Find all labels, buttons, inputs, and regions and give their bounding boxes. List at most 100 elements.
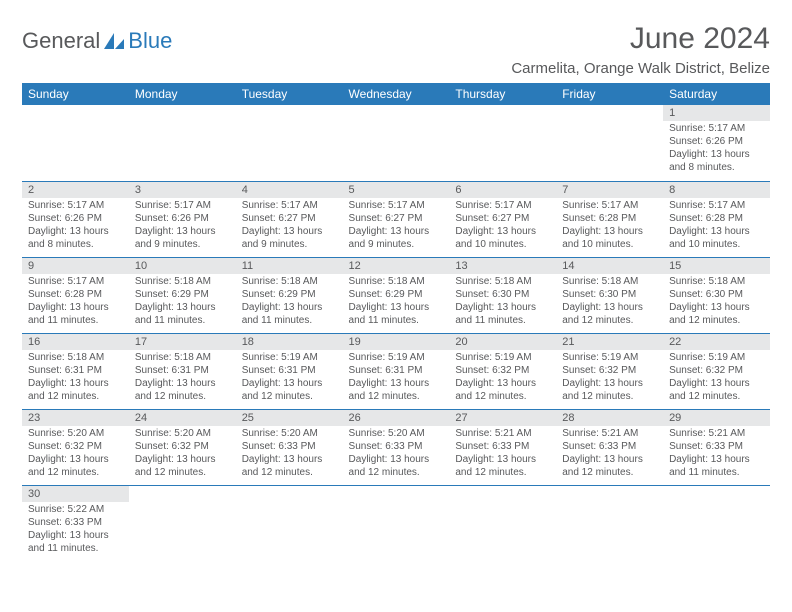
day-number: 14 xyxy=(556,258,663,274)
sunrise-line: Sunrise: 5:18 AM xyxy=(562,275,657,288)
calendar-week-row: 1Sunrise: 5:17 AMSunset: 6:26 PMDaylight… xyxy=(22,105,770,181)
sunrise-line: Sunrise: 5:20 AM xyxy=(242,427,337,440)
calendar-day-cell: 30Sunrise: 5:22 AMSunset: 6:33 PMDayligh… xyxy=(22,485,129,561)
daylight-line: Daylight: 13 hours and 12 minutes. xyxy=(135,453,230,479)
brand-name-1: General xyxy=(22,28,100,54)
sunset-line: Sunset: 6:28 PM xyxy=(28,288,123,301)
day-number: 29 xyxy=(663,410,770,426)
calendar-empty-cell xyxy=(449,105,556,181)
day-number: 1 xyxy=(663,105,770,121)
day-details: Sunrise: 5:20 AMSunset: 6:33 PMDaylight:… xyxy=(343,426,450,481)
sunrise-line: Sunrise: 5:21 AM xyxy=(562,427,657,440)
day-number: 28 xyxy=(556,410,663,426)
calendar-empty-cell xyxy=(129,105,236,181)
daylight-line: Daylight: 13 hours and 9 minutes. xyxy=(349,225,444,251)
sunrise-line: Sunrise: 5:20 AM xyxy=(135,427,230,440)
daylight-line: Daylight: 13 hours and 11 minutes. xyxy=(349,301,444,327)
day-details: Sunrise: 5:18 AMSunset: 6:30 PMDaylight:… xyxy=(663,274,770,329)
sunrise-line: Sunrise: 5:17 AM xyxy=(135,199,230,212)
sunset-line: Sunset: 6:30 PM xyxy=(562,288,657,301)
day-number: 8 xyxy=(663,182,770,198)
daylight-line: Daylight: 13 hours and 12 minutes. xyxy=(242,453,337,479)
sunrise-line: Sunrise: 5:19 AM xyxy=(669,351,764,364)
sunset-line: Sunset: 6:30 PM xyxy=(669,288,764,301)
daylight-line: Daylight: 13 hours and 12 minutes. xyxy=(28,377,123,403)
title-block: June 2024 Carmelita, Orange Walk Distric… xyxy=(511,22,770,77)
daylight-line: Daylight: 13 hours and 12 minutes. xyxy=(455,377,550,403)
sunset-line: Sunset: 6:27 PM xyxy=(455,212,550,225)
calendar-empty-cell xyxy=(22,105,129,181)
day-details: Sunrise: 5:20 AMSunset: 6:32 PMDaylight:… xyxy=(22,426,129,481)
calendar-week-row: 16Sunrise: 5:18 AMSunset: 6:31 PMDayligh… xyxy=(22,333,770,409)
day-details: Sunrise: 5:17 AMSunset: 6:27 PMDaylight:… xyxy=(236,198,343,253)
day-number: 3 xyxy=(129,182,236,198)
sail-icon xyxy=(102,31,126,51)
weekday-header: Wednesday xyxy=(343,83,450,105)
day-number: 10 xyxy=(129,258,236,274)
sunset-line: Sunset: 6:29 PM xyxy=(349,288,444,301)
sunset-line: Sunset: 6:28 PM xyxy=(562,212,657,225)
sunrise-line: Sunrise: 5:19 AM xyxy=(349,351,444,364)
location-line: Carmelita, Orange Walk District, Belize xyxy=(511,60,770,77)
daylight-line: Daylight: 13 hours and 12 minutes. xyxy=(28,453,123,479)
day-details: Sunrise: 5:17 AMSunset: 6:28 PMDaylight:… xyxy=(22,274,129,329)
daylight-line: Daylight: 13 hours and 10 minutes. xyxy=(562,225,657,251)
day-details: Sunrise: 5:17 AMSunset: 6:26 PMDaylight:… xyxy=(22,198,129,253)
sunset-line: Sunset: 6:33 PM xyxy=(562,440,657,453)
daylight-line: Daylight: 13 hours and 12 minutes. xyxy=(242,377,337,403)
day-number: 21 xyxy=(556,334,663,350)
month-title: June 2024 xyxy=(511,22,770,56)
brand-name-2: Blue xyxy=(128,28,172,54)
calendar-day-cell: 24Sunrise: 5:20 AMSunset: 6:32 PMDayligh… xyxy=(129,409,236,485)
daylight-line: Daylight: 13 hours and 12 minutes. xyxy=(349,453,444,479)
calendar-day-cell: 28Sunrise: 5:21 AMSunset: 6:33 PMDayligh… xyxy=(556,409,663,485)
sunrise-line: Sunrise: 5:18 AM xyxy=(28,351,123,364)
day-number: 26 xyxy=(343,410,450,426)
day-details: Sunrise: 5:17 AMSunset: 6:27 PMDaylight:… xyxy=(449,198,556,253)
daylight-line: Daylight: 13 hours and 11 minutes. xyxy=(455,301,550,327)
daylight-line: Daylight: 13 hours and 12 minutes. xyxy=(669,377,764,403)
day-number: 2 xyxy=(22,182,129,198)
day-number: 17 xyxy=(129,334,236,350)
calendar-week-row: 23Sunrise: 5:20 AMSunset: 6:32 PMDayligh… xyxy=(22,409,770,485)
day-details: Sunrise: 5:17 AMSunset: 6:28 PMDaylight:… xyxy=(556,198,663,253)
day-number: 25 xyxy=(236,410,343,426)
calendar-day-cell: 4Sunrise: 5:17 AMSunset: 6:27 PMDaylight… xyxy=(236,181,343,257)
daylight-line: Daylight: 13 hours and 11 minutes. xyxy=(135,301,230,327)
sunrise-line: Sunrise: 5:17 AM xyxy=(242,199,337,212)
day-details: Sunrise: 5:20 AMSunset: 6:32 PMDaylight:… xyxy=(129,426,236,481)
day-number: 19 xyxy=(343,334,450,350)
calendar-empty-cell xyxy=(236,485,343,561)
day-number: 13 xyxy=(449,258,556,274)
sunrise-line: Sunrise: 5:19 AM xyxy=(562,351,657,364)
weekday-header: Thursday xyxy=(449,83,556,105)
sunrise-line: Sunrise: 5:21 AM xyxy=(669,427,764,440)
day-details: Sunrise: 5:17 AMSunset: 6:26 PMDaylight:… xyxy=(129,198,236,253)
sunrise-line: Sunrise: 5:17 AM xyxy=(455,199,550,212)
sunrise-line: Sunrise: 5:17 AM xyxy=(28,275,123,288)
sunset-line: Sunset: 6:33 PM xyxy=(28,516,123,529)
daylight-line: Daylight: 13 hours and 12 minutes. xyxy=(669,301,764,327)
sunset-line: Sunset: 6:32 PM xyxy=(669,364,764,377)
daylight-line: Daylight: 13 hours and 11 minutes. xyxy=(28,529,123,555)
day-details: Sunrise: 5:19 AMSunset: 6:31 PMDaylight:… xyxy=(343,350,450,405)
sunset-line: Sunset: 6:33 PM xyxy=(349,440,444,453)
sunset-line: Sunset: 6:29 PM xyxy=(135,288,230,301)
sunset-line: Sunset: 6:32 PM xyxy=(562,364,657,377)
sunset-line: Sunset: 6:33 PM xyxy=(669,440,764,453)
day-number: 9 xyxy=(22,258,129,274)
calendar-day-cell: 17Sunrise: 5:18 AMSunset: 6:31 PMDayligh… xyxy=(129,333,236,409)
day-number: 18 xyxy=(236,334,343,350)
day-details: Sunrise: 5:18 AMSunset: 6:30 PMDaylight:… xyxy=(556,274,663,329)
day-number: 20 xyxy=(449,334,556,350)
sunset-line: Sunset: 6:29 PM xyxy=(242,288,337,301)
sunset-line: Sunset: 6:26 PM xyxy=(28,212,123,225)
day-number: 5 xyxy=(343,182,450,198)
calendar-empty-cell xyxy=(449,485,556,561)
daylight-line: Daylight: 13 hours and 11 minutes. xyxy=(242,301,337,327)
weekday-header: Friday xyxy=(556,83,663,105)
calendar-day-cell: 2Sunrise: 5:17 AMSunset: 6:26 PMDaylight… xyxy=(22,181,129,257)
calendar-empty-cell xyxy=(556,485,663,561)
calendar-day-cell: 21Sunrise: 5:19 AMSunset: 6:32 PMDayligh… xyxy=(556,333,663,409)
sunset-line: Sunset: 6:33 PM xyxy=(242,440,337,453)
